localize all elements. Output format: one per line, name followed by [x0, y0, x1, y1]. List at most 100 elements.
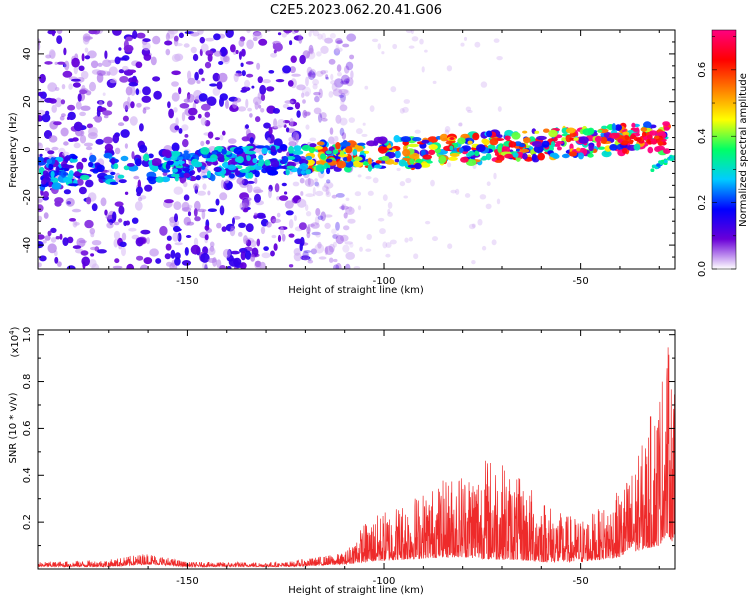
heatmap-cell [113, 163, 119, 170]
heatmap-cell [497, 134, 503, 139]
heatmap-cell [550, 141, 556, 148]
spectrogram-x-axis-label: Height of straight line (km) [288, 285, 424, 296]
heatmap-cell [238, 38, 245, 47]
heatmap-cell [343, 157, 348, 162]
heatmap-cell [600, 136, 608, 144]
heatmap-cell [447, 243, 453, 250]
heatmap-cell [267, 169, 278, 176]
heatmap-cell [396, 167, 401, 172]
heatmap-cell [226, 181, 233, 190]
heatmap-cell [245, 124, 249, 129]
heatmap-cell [167, 101, 171, 109]
heatmap-cell [56, 35, 63, 44]
heatmap-cell [240, 62, 244, 67]
heatmap-cell [330, 73, 334, 81]
heatmap-cell [308, 47, 315, 55]
heatmap-cell [121, 246, 126, 257]
heatmap-cell [38, 142, 43, 150]
heatmap-cell [73, 172, 82, 177]
heatmap-cell [66, 116, 71, 120]
heatmap-cell [100, 197, 107, 207]
heatmap-cell [439, 133, 449, 142]
heatmap-cell [171, 81, 179, 87]
heatmap-cell [339, 104, 348, 112]
heatmap-cell [143, 153, 150, 162]
snr-x-ticks: -150 -100 -50 [68, 330, 660, 587]
heatmap-cell [556, 146, 562, 151]
heatmap-cell [357, 205, 362, 211]
heatmap-cell [226, 265, 232, 269]
heatmap-cell [50, 227, 57, 233]
heatmap-cell [246, 39, 254, 50]
heatmap-cell [96, 164, 105, 172]
heatmap-cell [146, 237, 151, 245]
heatmap-cell [106, 169, 113, 173]
heatmap-cell [104, 174, 115, 180]
heatmap-cell [220, 179, 225, 189]
heatmap-cell [85, 146, 93, 151]
heatmap-cell [239, 247, 248, 254]
heatmap-cell [279, 195, 289, 201]
heatmap-cell [260, 94, 266, 101]
heatmap-cell [41, 113, 51, 123]
heatmap-cell [181, 201, 190, 212]
heatmap-cell [305, 204, 309, 211]
heatmap-cell [323, 70, 329, 74]
heatmap-cell [428, 149, 436, 156]
heatmap-cell [78, 65, 85, 72]
heatmap-cell [59, 233, 63, 240]
heatmap-cell [268, 188, 272, 199]
heatmap-cell [246, 184, 253, 193]
heatmap-cell [71, 208, 82, 213]
heatmap-cell [44, 235, 51, 241]
heatmap-cell [493, 172, 497, 180]
heatmap-cell [135, 237, 144, 247]
heatmap-cell [385, 242, 392, 248]
heatmap-cell [218, 72, 228, 83]
heatmap-cell [328, 136, 335, 144]
heatmap-cell [315, 208, 321, 216]
heatmap-cell [325, 74, 329, 80]
heatmap-cell [76, 178, 84, 186]
heatmap-cell [181, 124, 189, 131]
heatmap-cell [207, 190, 211, 196]
heatmap-cell [241, 70, 246, 77]
heatmap-cell [178, 32, 184, 39]
heatmap-cell [64, 60, 70, 71]
heatmap-cell [504, 129, 514, 137]
heatmap-cell [650, 168, 655, 172]
heatmap-cell [179, 103, 190, 109]
heatmap-cell [230, 161, 238, 165]
heatmap-cell [46, 158, 53, 165]
heatmap-cell [53, 121, 62, 126]
heatmap-cell [200, 252, 210, 263]
heatmap-cell [543, 128, 550, 133]
heatmap-cell [504, 135, 511, 141]
heatmap-cell [235, 49, 239, 55]
heatmap-cell [390, 86, 397, 93]
heatmap-cell [314, 95, 320, 103]
heatmap-cell [234, 156, 242, 163]
heatmap-cell [449, 145, 454, 151]
heatmap-cell [336, 160, 347, 169]
heatmap-cell [313, 107, 322, 115]
heatmap-cell [96, 249, 107, 254]
heatmap-cell [601, 150, 612, 158]
heatmap-cell [316, 141, 325, 146]
heatmap-cell [272, 43, 276, 50]
heatmap-cell [569, 137, 575, 141]
heatmap-cell [155, 176, 164, 183]
heatmap-cell [245, 98, 249, 109]
heatmap-cell [221, 226, 227, 232]
heatmap-cell [345, 263, 351, 269]
heatmap-cell [90, 246, 99, 251]
heatmap-cell [471, 259, 476, 265]
heatmap-cell [333, 48, 341, 56]
heatmap-cell [129, 116, 138, 126]
heatmap-cell [88, 126, 98, 137]
heatmap-cell [286, 156, 296, 160]
heatmap-cell [182, 139, 189, 148]
heatmap-cell [112, 211, 117, 222]
heatmap-cell [202, 183, 207, 190]
heatmap-cell [377, 136, 388, 145]
